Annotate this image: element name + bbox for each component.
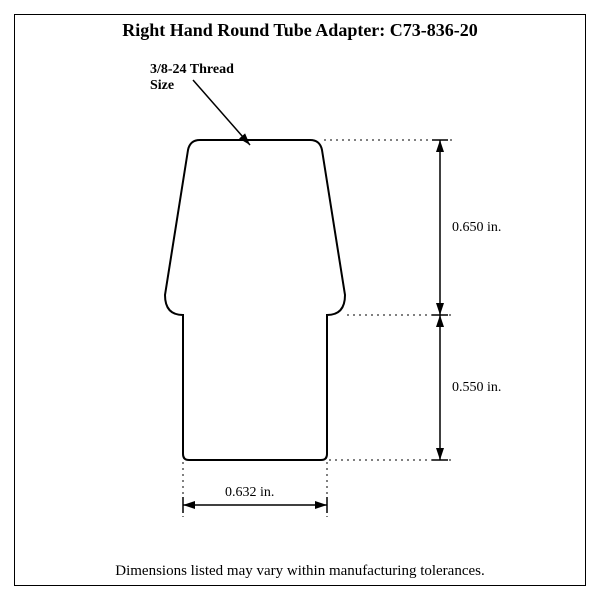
page: Right Hand Round Tube Adapter: C73-836-2…	[0, 0, 600, 600]
dimension-width: 0.632 in.	[225, 485, 274, 501]
technical-drawing	[0, 0, 600, 600]
footnote: Dimensions listed may vary within manufa…	[0, 563, 600, 580]
dimension-upper-height: 0.650 in.	[452, 220, 501, 236]
dimension-lower-height: 0.550 in.	[452, 380, 501, 396]
